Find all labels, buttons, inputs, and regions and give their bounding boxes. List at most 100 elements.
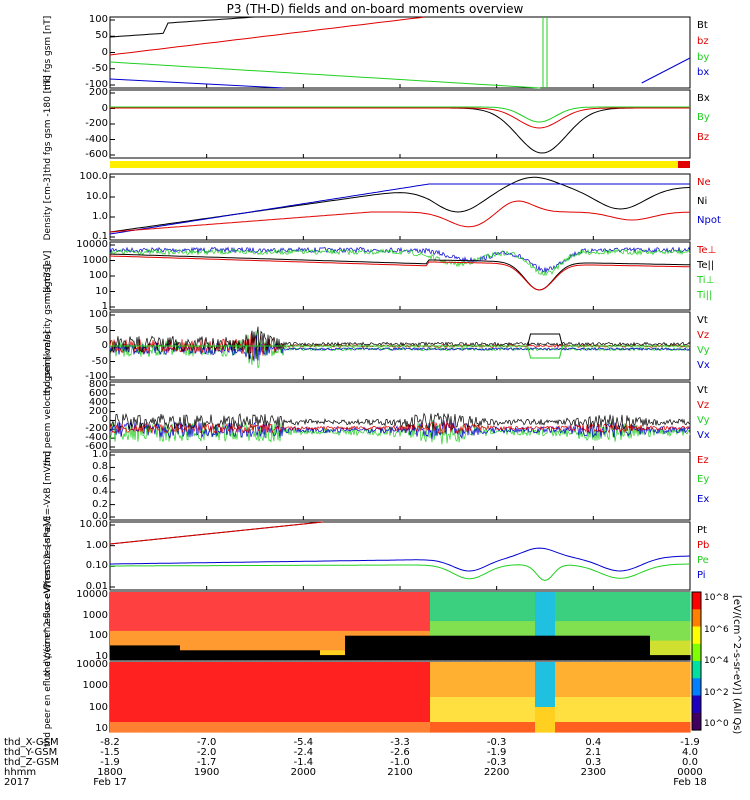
electron-spectrogram-cell bbox=[445, 702, 451, 708]
ephemeris-label: thd_X-GSM bbox=[4, 737, 59, 748]
electron-spectrogram-cell bbox=[335, 672, 341, 678]
ion-spectrogram-cell bbox=[370, 616, 376, 622]
electron-spectrogram-cell bbox=[505, 677, 511, 683]
electron-spectrogram-cell bbox=[530, 682, 536, 688]
electron-spectrogram-cell bbox=[685, 727, 691, 733]
ion-spectrogram-cell bbox=[655, 621, 661, 627]
ion-spectrogram-cell bbox=[115, 626, 121, 632]
ion-spectrogram-cell bbox=[525, 596, 531, 603]
electron-spectrogram-cell bbox=[155, 692, 161, 698]
electron-spectrogram-cell bbox=[200, 722, 206, 728]
electron-spectrogram-cell bbox=[490, 692, 496, 698]
ion-spectrogram-cell bbox=[295, 640, 301, 647]
ion-spectrogram-cell bbox=[605, 655, 611, 661]
electron-spectrogram-cell bbox=[415, 702, 421, 708]
electron-spectrogram-cell bbox=[460, 677, 466, 683]
electron-spectrogram-cell bbox=[195, 727, 201, 733]
electron-spectrogram-cell bbox=[550, 692, 556, 698]
ion-spectrogram-cell bbox=[380, 655, 386, 661]
electron-spectrogram-cell bbox=[125, 727, 131, 733]
electron-spectrogram-cell bbox=[565, 682, 571, 688]
ion-spectrogram-cell bbox=[595, 606, 601, 613]
ion-spectrogram-cell bbox=[290, 601, 296, 608]
electron-spectrogram-cell bbox=[625, 677, 631, 683]
electron-spectrogram-cell bbox=[585, 727, 591, 733]
electron-spectrogram-cell bbox=[270, 707, 276, 713]
ion-spectrogram-cell bbox=[535, 601, 541, 608]
electron-spectrogram-cell bbox=[145, 677, 151, 683]
ion-spectrogram-cell bbox=[510, 626, 516, 632]
ion-spectrogram-cell bbox=[630, 635, 636, 642]
ion-spectrogram-cell bbox=[315, 635, 321, 642]
ion-spectrogram-cell bbox=[620, 650, 626, 656]
ion-spectrogram-cell bbox=[390, 616, 396, 622]
ion-spectrogram-cell bbox=[150, 592, 156, 598]
electron-spectrogram-cell bbox=[430, 682, 436, 688]
ion-spectrogram-cell bbox=[405, 592, 411, 598]
ion-spectrogram-cell bbox=[265, 645, 271, 651]
ion-spectrogram-cell bbox=[215, 626, 221, 632]
ion-spectrogram-cell bbox=[415, 596, 421, 603]
ion-spectrogram-cell bbox=[575, 655, 581, 661]
ion-spectrogram-cell bbox=[615, 611, 621, 617]
electron-spectrogram-cell bbox=[345, 677, 351, 683]
ion-spectrogram-cell bbox=[445, 640, 451, 647]
ion-spectrogram-cell bbox=[465, 601, 471, 608]
ion-spectrogram-cell bbox=[620, 616, 626, 622]
electron-spectrogram-cell bbox=[280, 662, 286, 668]
electron-spectrogram-cell bbox=[185, 667, 191, 673]
electron-spectrogram-cell bbox=[355, 677, 361, 683]
ion-spectrogram-cell bbox=[140, 650, 146, 656]
electron-spectrogram-cell bbox=[215, 717, 221, 723]
ion-spectrogram-cell bbox=[360, 606, 366, 613]
electron-spectrogram-cell bbox=[290, 722, 296, 728]
ion-spectrogram-cell bbox=[265, 635, 271, 642]
electron-spectrogram-cell bbox=[140, 692, 146, 698]
electron-spectrogram-cell bbox=[150, 727, 156, 733]
ion-spectrogram-cell bbox=[120, 601, 126, 608]
ion-spectrogram-cell bbox=[460, 601, 466, 608]
ion-spectrogram-cell bbox=[470, 596, 476, 603]
ion-spectrogram-cell bbox=[455, 606, 461, 613]
ion-spectrogram-cell bbox=[470, 621, 476, 627]
ion-spectrogram-cell bbox=[385, 611, 391, 617]
electron-spectrogram-cell bbox=[670, 692, 676, 698]
ion-spectrogram-cell bbox=[475, 650, 481, 656]
electron-spectrogram-cell bbox=[150, 677, 156, 683]
ion-spectrogram-cell bbox=[615, 626, 621, 632]
legend-entry: Vy bbox=[697, 345, 710, 357]
ion-spectrogram-cell bbox=[135, 606, 141, 613]
ion-spectrogram-cell bbox=[180, 650, 186, 656]
electron-spectrogram-cell bbox=[450, 722, 456, 728]
electron-spectrogram-cell bbox=[600, 677, 606, 683]
electron-spectrogram-cell bbox=[610, 712, 616, 718]
electron-spectrogram-cell bbox=[390, 722, 396, 728]
electron-spectrogram-cell bbox=[505, 702, 511, 708]
ion-spectrogram-cell bbox=[590, 621, 596, 627]
electron-spectrogram-cell bbox=[130, 727, 136, 733]
ion-spectrogram-cell bbox=[400, 630, 406, 637]
electron-spectrogram-cell bbox=[580, 707, 586, 713]
electron-spectrogram-cell bbox=[580, 717, 586, 723]
ion-spectrogram-cell bbox=[505, 626, 511, 632]
ion-spectrogram-cell bbox=[520, 626, 526, 632]
electron-spectrogram-cell bbox=[445, 672, 451, 678]
electron-spectrogram-cell bbox=[405, 682, 411, 688]
electron-spectrogram-cell bbox=[475, 727, 481, 733]
electron-spectrogram-cell bbox=[140, 677, 146, 683]
electron-spectrogram-cell bbox=[270, 662, 276, 668]
ion-spectrogram-cell bbox=[340, 640, 346, 647]
ion-spectrogram-cell bbox=[135, 616, 141, 622]
electron-spectrogram-cell bbox=[480, 722, 486, 728]
ion-spectrogram-cell bbox=[500, 596, 506, 603]
ion-spectrogram-cell bbox=[325, 630, 331, 637]
electron-spectrogram-cell bbox=[650, 717, 656, 723]
ion-spectrogram-cell bbox=[560, 601, 566, 608]
ion-spectrogram-cell bbox=[280, 645, 286, 651]
ion-spectrogram-cell bbox=[525, 611, 531, 617]
electron-spectrogram-cell bbox=[390, 672, 396, 678]
ion-spectrogram-cell bbox=[295, 606, 301, 613]
ion-spectrogram-cell bbox=[335, 592, 341, 598]
electron-spectrogram-cell bbox=[535, 672, 541, 678]
electron-spectrogram-cell bbox=[560, 692, 566, 698]
